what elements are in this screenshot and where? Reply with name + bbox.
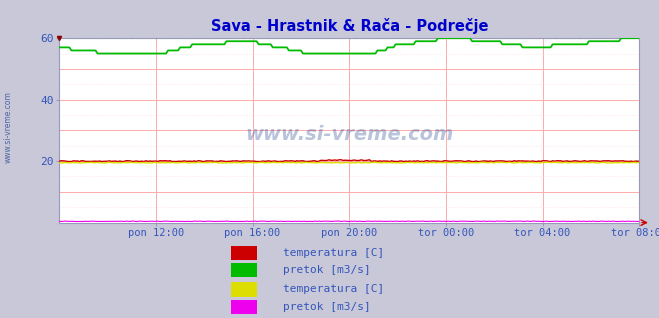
Text: temperatura [C]: temperatura [C]: [283, 284, 385, 294]
Text: www.si-vreme.com: www.si-vreme.com: [245, 125, 453, 143]
Text: temperatura [C]: temperatura [C]: [283, 248, 385, 258]
Title: Sava - Hrastnik & Rača - Podrečje: Sava - Hrastnik & Rača - Podrečje: [210, 18, 488, 34]
Text: www.si-vreme.com: www.si-vreme.com: [4, 91, 13, 163]
Text: pretok [m3/s]: pretok [m3/s]: [283, 302, 371, 312]
Text: pretok [m3/s]: pretok [m3/s]: [283, 265, 371, 275]
